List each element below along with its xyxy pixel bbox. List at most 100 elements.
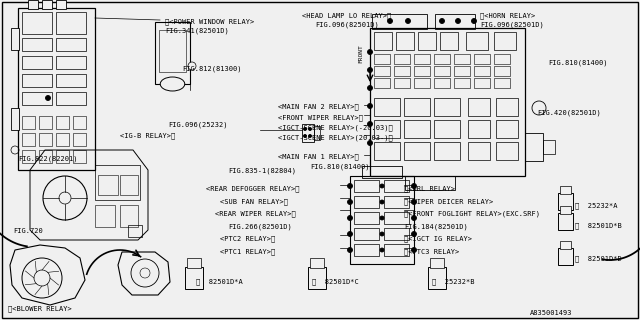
Bar bbox=[434, 142, 460, 160]
Text: FIG.420(82501D): FIG.420(82501D) bbox=[537, 110, 601, 116]
Bar bbox=[302, 124, 314, 142]
Bar bbox=[394, 66, 410, 76]
Bar bbox=[434, 78, 450, 88]
Circle shape bbox=[456, 19, 461, 23]
Bar bbox=[354, 180, 379, 192]
Bar bbox=[56, 116, 69, 129]
Bar bbox=[374, 54, 390, 64]
Text: ③<BLOWER RELAY>: ③<BLOWER RELAY> bbox=[8, 305, 72, 312]
Bar bbox=[22, 56, 52, 69]
Bar bbox=[28, 0, 38, 9]
Bar bbox=[95, 165, 140, 200]
Bar bbox=[39, 150, 52, 163]
Bar bbox=[56, 92, 86, 105]
Bar bbox=[22, 12, 52, 34]
Bar bbox=[310, 258, 324, 268]
Bar bbox=[454, 78, 470, 88]
Circle shape bbox=[532, 101, 546, 115]
Text: ①  82501D*A: ① 82501D*A bbox=[196, 278, 243, 284]
Bar bbox=[56, 150, 69, 163]
Bar bbox=[56, 12, 86, 34]
Bar bbox=[73, 116, 86, 129]
Circle shape bbox=[348, 215, 353, 220]
Text: <MAIN FAN 2 RELAY>⑥: <MAIN FAN 2 RELAY>⑥ bbox=[278, 103, 359, 110]
Bar bbox=[474, 54, 490, 64]
Text: <IGCT-SCENE RELAY>(20.03-)⑦: <IGCT-SCENE RELAY>(20.03-)⑦ bbox=[278, 134, 393, 140]
Bar bbox=[404, 98, 430, 116]
Bar bbox=[404, 142, 430, 160]
Bar bbox=[558, 213, 573, 230]
Circle shape bbox=[412, 199, 417, 204]
Circle shape bbox=[367, 85, 372, 91]
Text: ④<PTC3 RELAY>: ④<PTC3 RELAY> bbox=[404, 248, 460, 255]
Bar bbox=[308, 267, 326, 289]
Bar bbox=[394, 54, 410, 64]
Circle shape bbox=[45, 95, 51, 100]
Text: FIG.266(82501D): FIG.266(82501D) bbox=[228, 223, 292, 229]
Circle shape bbox=[406, 19, 410, 23]
Bar bbox=[56, 56, 86, 69]
Circle shape bbox=[440, 19, 445, 23]
Text: FIG.096(25232): FIG.096(25232) bbox=[168, 122, 227, 129]
Bar bbox=[494, 54, 510, 64]
Bar bbox=[474, 66, 490, 76]
Bar bbox=[159, 30, 186, 72]
Bar bbox=[396, 32, 414, 50]
Circle shape bbox=[380, 216, 384, 220]
Circle shape bbox=[412, 215, 417, 220]
Circle shape bbox=[412, 247, 417, 252]
Bar bbox=[525, 133, 543, 161]
Circle shape bbox=[472, 19, 477, 23]
Bar bbox=[496, 120, 518, 138]
Bar bbox=[354, 244, 379, 256]
Text: <REAR DEFOGGER RELAY>①: <REAR DEFOGGER RELAY>① bbox=[206, 185, 300, 192]
Bar bbox=[354, 196, 379, 208]
Text: ①<DRL RELAY>: ①<DRL RELAY> bbox=[404, 185, 455, 192]
Bar bbox=[560, 241, 571, 249]
Bar bbox=[374, 142, 400, 160]
Bar bbox=[39, 116, 52, 129]
Bar bbox=[384, 244, 409, 256]
Bar bbox=[414, 78, 430, 88]
Bar bbox=[494, 32, 516, 50]
Bar bbox=[98, 175, 118, 195]
Text: ③  82501D*C: ③ 82501D*C bbox=[312, 278, 359, 284]
Text: FIG.341(82501D): FIG.341(82501D) bbox=[165, 28, 228, 35]
Circle shape bbox=[412, 231, 417, 236]
Circle shape bbox=[348, 199, 353, 204]
Circle shape bbox=[303, 127, 307, 131]
Bar bbox=[22, 74, 52, 87]
Bar bbox=[434, 98, 460, 116]
Circle shape bbox=[387, 19, 392, 23]
Bar bbox=[494, 66, 510, 76]
Circle shape bbox=[367, 122, 372, 126]
Text: FRONT: FRONT bbox=[358, 44, 363, 63]
Circle shape bbox=[367, 68, 372, 73]
Circle shape bbox=[308, 134, 312, 138]
Bar bbox=[560, 186, 571, 194]
Bar bbox=[354, 228, 379, 240]
Bar bbox=[22, 150, 35, 163]
Bar bbox=[187, 258, 201, 268]
Bar bbox=[73, 133, 86, 146]
Text: FIG.812(81300): FIG.812(81300) bbox=[182, 65, 241, 71]
Bar bbox=[404, 120, 430, 138]
Text: FIG.184(82501D): FIG.184(82501D) bbox=[404, 223, 468, 229]
Bar bbox=[314, 126, 320, 140]
Bar bbox=[374, 98, 400, 116]
Ellipse shape bbox=[160, 77, 185, 91]
Text: FIG.810(81400): FIG.810(81400) bbox=[548, 60, 607, 67]
Circle shape bbox=[348, 183, 353, 188]
Bar bbox=[56, 133, 69, 146]
Bar bbox=[466, 32, 488, 50]
Text: FIG.096(82501D): FIG.096(82501D) bbox=[480, 22, 544, 28]
Bar bbox=[128, 225, 142, 237]
Text: ⑥  82501D*B: ⑥ 82501D*B bbox=[575, 222, 621, 228]
Text: FIG.835-1(82804): FIG.835-1(82804) bbox=[228, 168, 296, 174]
Bar bbox=[374, 78, 390, 88]
Bar bbox=[430, 258, 444, 268]
Text: ⑤  25232*A: ⑤ 25232*A bbox=[575, 202, 618, 209]
Circle shape bbox=[380, 248, 384, 252]
Bar bbox=[394, 78, 410, 88]
Bar bbox=[418, 32, 436, 50]
